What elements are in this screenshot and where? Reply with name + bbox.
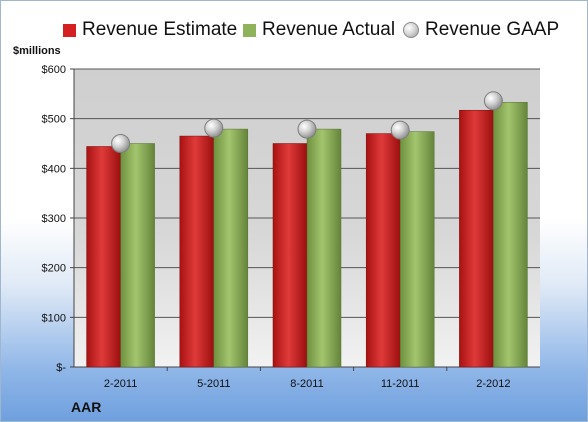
legend-label-gaap: Revenue GAAP (425, 19, 560, 40)
y-axis-units-label: $millions (13, 45, 61, 57)
bar-revenue-actual (120, 143, 155, 368)
legend-swatch-estimate (63, 23, 76, 37)
legend-label-actual: Revenue Actual (262, 19, 396, 40)
legend-label-estimate: Revenue Estimate (82, 19, 238, 40)
x-tick-label: 2-2012 (476, 378, 510, 390)
bar-revenue-estimate (86, 146, 121, 368)
point-revenue-gaap (483, 91, 503, 111)
x-tick-label: 2-2011 (104, 378, 137, 390)
y-tick-label: $300 (42, 213, 66, 225)
legend-swatch-actual (243, 23, 256, 37)
bar-revenue-actual (493, 102, 528, 368)
legend-marker-gaap (403, 22, 419, 38)
point-revenue-gaap (297, 119, 317, 139)
y-tick-label: $500 (42, 114, 66, 126)
y-tick-label: $200 (42, 263, 66, 275)
y-tick-label: $- (56, 362, 66, 374)
x-tick-label: 11-2011 (381, 378, 420, 390)
legend-item-estimate: Revenue Estimate (63, 17, 237, 43)
y-tick-label: $100 (42, 312, 66, 324)
bar-revenue-estimate (272, 143, 308, 368)
point-revenue-gaap (111, 134, 131, 153)
bar-revenue-estimate (179, 135, 215, 368)
y-tick-label: $400 (42, 163, 66, 175)
legend-item-gaap: Revenue GAAP (403, 17, 559, 43)
legend-item-actual: Revenue Actual (243, 17, 395, 43)
bar-revenue-estimate (365, 133, 401, 368)
bar-revenue-actual (306, 128, 342, 368)
bar-revenue-actual (213, 128, 249, 368)
bar-revenue-estimate (459, 109, 494, 368)
y-tick-label: $600 (42, 64, 66, 76)
bar-revenue-actual (399, 131, 435, 368)
x-tick-label: 5-2011 (197, 378, 230, 390)
point-revenue-gaap (390, 120, 410, 140)
legend: Revenue Estimate Revenue Actual Revenue … (1, 17, 587, 43)
company-label: AAR (71, 399, 102, 415)
x-tick-label: 8-2011 (290, 378, 323, 390)
point-revenue-gaap (204, 118, 224, 138)
